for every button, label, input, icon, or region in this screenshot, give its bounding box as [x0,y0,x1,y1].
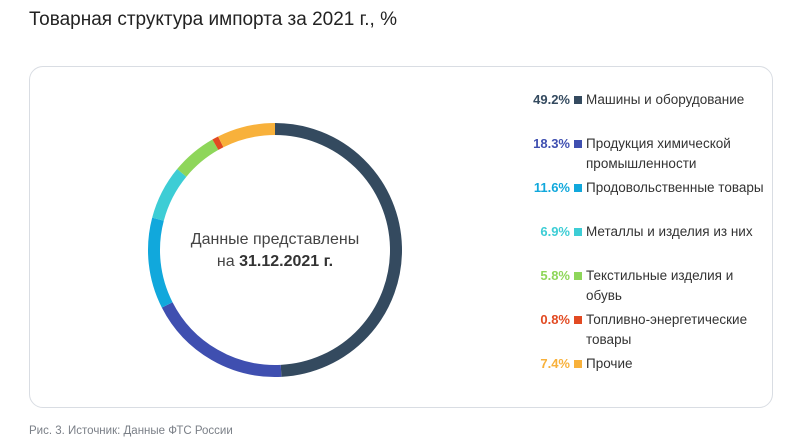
donut-slice [274,123,402,377]
legend-label: Металлы и изделия из них [586,224,753,239]
legend-item: 18.3% Продукция химической промышленности [522,134,772,174]
legend-item: 5.8% Текстильные изделия и обувь [522,266,772,306]
legend-value: 6.9% [540,224,570,239]
legend-item: 11.6% Продовольственные товары [522,178,772,218]
legend-value: 5.8% [540,268,570,283]
legend-item: 49.2% Машины и оборудование [522,90,772,130]
legend-item: 0.8% Топливно-энергетические товары [522,310,772,350]
donut-chart [148,123,402,377]
center-text-prefix: на [216,253,235,270]
center-text-date: 31.12.2021 г. [239,253,334,270]
legend-value: 0.8% [540,312,570,327]
legend-item: 7.4% Прочие [522,354,772,394]
donut-slice [152,169,187,221]
donut-slice [212,136,224,150]
legend-swatch [574,360,582,368]
donut-slice [148,217,173,308]
legend-label: Топливно-энергетические товары [586,312,748,347]
legend-swatch [574,140,582,148]
donut-slice [218,123,276,148]
donut-slice [177,139,219,177]
legend-swatch [574,228,582,236]
legend-label: Продовольственные товары [586,180,764,195]
page-title: Товарная структура импорта за 2021 г., % [29,9,397,30]
legend-swatch [574,316,582,324]
legend-value: 49.2% [533,92,570,107]
figure-caption: Рис. 3. Источник: Данные ФТС России [29,425,233,437]
legend-value: 7.4% [540,356,570,371]
donut-slice [161,302,282,377]
center-text-line1: Данные представлены [190,231,360,248]
legend-swatch [574,272,582,280]
legend-item: 6.9% Металлы и изделия из них [522,222,772,262]
legend-value: 18.3% [533,136,570,151]
legend-label: Продукция химической промышленности [586,136,731,171]
legend-label: Прочие [586,356,633,371]
legend-swatch [574,184,582,192]
legend-value: 11.6% [533,180,570,195]
chart-card: Данные представлены на 31.12.2021 г. 49.… [29,66,773,408]
legend-label: Текстильные изделия и обувь [586,268,734,303]
chart-center-text: Данные представлены на 31.12.2021 г. [140,229,410,273]
center-text-line2: на 31.12.2021 г. [140,251,410,273]
legend-label: Машины и оборудование [586,92,745,107]
legend-swatch [574,96,582,104]
